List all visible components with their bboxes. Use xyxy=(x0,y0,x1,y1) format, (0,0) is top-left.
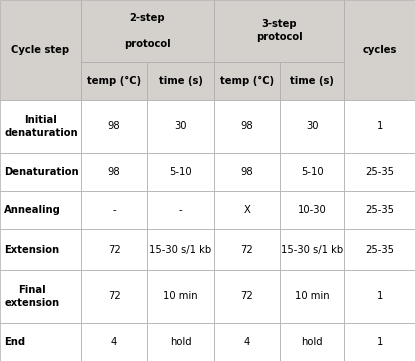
Bar xyxy=(147,229,214,270)
Text: 3-step
protocol: 3-step protocol xyxy=(256,19,303,42)
Text: 15-30 s/1 kb: 15-30 s/1 kb xyxy=(149,244,212,255)
Text: time (s): time (s) xyxy=(290,76,334,86)
Bar xyxy=(81,62,147,100)
Text: 4: 4 xyxy=(244,337,250,347)
Text: 4: 4 xyxy=(111,337,117,347)
Bar xyxy=(81,100,147,153)
Bar xyxy=(344,153,415,191)
Bar xyxy=(214,153,280,191)
Bar xyxy=(344,100,415,153)
Text: 2-step

protocol: 2-step protocol xyxy=(124,13,171,49)
Text: 30: 30 xyxy=(306,121,319,131)
Bar xyxy=(81,323,147,361)
Text: 98: 98 xyxy=(241,167,253,177)
Text: 25-35: 25-35 xyxy=(365,167,394,177)
Text: 10 min: 10 min xyxy=(163,291,198,301)
Text: 30: 30 xyxy=(174,121,187,131)
Bar xyxy=(214,323,280,361)
Text: 15-30 s/1 kb: 15-30 s/1 kb xyxy=(281,244,343,255)
Text: 5-10: 5-10 xyxy=(301,167,324,177)
Text: End: End xyxy=(4,337,25,347)
Text: Denaturation: Denaturation xyxy=(4,167,79,177)
Bar xyxy=(0,323,81,361)
Bar xyxy=(280,62,344,100)
Bar xyxy=(81,270,147,323)
Text: Extension: Extension xyxy=(4,244,59,255)
Text: 25-35: 25-35 xyxy=(365,244,394,255)
Bar xyxy=(214,100,280,153)
Text: 72: 72 xyxy=(108,291,120,301)
Bar xyxy=(344,229,415,270)
Bar xyxy=(214,0,344,62)
Text: 1: 1 xyxy=(376,291,383,301)
Text: Final
extension: Final extension xyxy=(4,284,59,308)
Text: -: - xyxy=(179,205,182,215)
Text: hold: hold xyxy=(301,337,323,347)
Bar xyxy=(147,191,214,229)
Bar xyxy=(344,270,415,323)
Text: 72: 72 xyxy=(241,244,253,255)
Text: 10-30: 10-30 xyxy=(298,205,327,215)
Bar xyxy=(0,270,81,323)
Text: hold: hold xyxy=(170,337,191,347)
Text: temp (°C): temp (°C) xyxy=(87,76,141,86)
Bar xyxy=(81,191,147,229)
Bar xyxy=(147,323,214,361)
Bar xyxy=(147,100,214,153)
Bar xyxy=(0,191,81,229)
Bar xyxy=(147,62,214,100)
Bar xyxy=(344,191,415,229)
Text: cycles: cycles xyxy=(363,45,397,55)
Bar xyxy=(214,191,280,229)
Text: 72: 72 xyxy=(241,291,253,301)
Text: 1: 1 xyxy=(376,337,383,347)
Text: time (s): time (s) xyxy=(159,76,203,86)
Bar xyxy=(0,229,81,270)
Bar xyxy=(147,153,214,191)
Text: Initial
denaturation: Initial denaturation xyxy=(4,115,78,138)
Bar xyxy=(280,323,344,361)
Bar xyxy=(214,62,280,100)
Bar xyxy=(280,191,344,229)
Bar xyxy=(214,229,280,270)
Text: Cycle step: Cycle step xyxy=(11,45,70,55)
Text: 72: 72 xyxy=(108,244,120,255)
Text: 5-10: 5-10 xyxy=(169,167,192,177)
Text: temp (°C): temp (°C) xyxy=(220,76,274,86)
Text: 1: 1 xyxy=(376,121,383,131)
Bar xyxy=(280,153,344,191)
Text: 98: 98 xyxy=(241,121,253,131)
Bar xyxy=(280,100,344,153)
Bar xyxy=(0,100,81,153)
Bar xyxy=(280,270,344,323)
Bar xyxy=(344,323,415,361)
Text: X: X xyxy=(244,205,250,215)
Bar xyxy=(214,270,280,323)
Bar xyxy=(344,0,415,100)
Bar xyxy=(81,153,147,191)
Text: Annealing: Annealing xyxy=(4,205,61,215)
Text: 98: 98 xyxy=(108,167,120,177)
Text: -: - xyxy=(112,205,116,215)
Bar xyxy=(81,0,214,62)
Text: 10 min: 10 min xyxy=(295,291,330,301)
Text: 25-35: 25-35 xyxy=(365,205,394,215)
Bar xyxy=(81,229,147,270)
Bar xyxy=(147,270,214,323)
Text: 98: 98 xyxy=(108,121,120,131)
Bar xyxy=(0,0,81,100)
Bar xyxy=(0,153,81,191)
Bar xyxy=(280,229,344,270)
